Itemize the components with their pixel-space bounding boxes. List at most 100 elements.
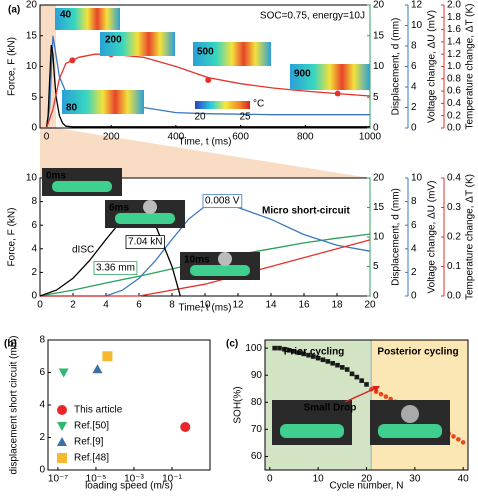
y-axis-label: Displacement, d (mm) [391,18,402,116]
marker [306,352,311,358]
annotation: 10ms [184,255,210,266]
y-tick-label-right: 0 [411,291,417,302]
y-tick-label-right: 0.4 [447,98,461,109]
legend-label: This article [74,405,123,416]
y-axis-label: Voltage change, ΔU (mV) [427,181,438,294]
x-tick-label: 4 [103,300,109,311]
y-tick-label-right: 0.0 [447,291,461,302]
photo [370,400,450,445]
annotation-box [202,194,243,209]
y-tick-label-right: 2 [411,102,417,113]
y-axis-label: Displacement, d (mm) [391,188,402,286]
y-tick-label-right: 1.4 [447,37,461,48]
y-tick-label-right: 20 [373,173,385,184]
annotation: 900 [294,69,311,80]
y-tick-label: 15 [26,30,38,41]
x-tick-label: 0 [44,132,50,143]
annotation: dISC [72,245,94,256]
zoom-wedge [40,128,370,178]
annotation: 25 [239,112,251,123]
y-tick-label: 2 [39,432,45,443]
marker [320,357,326,363]
annotation: Posterior cycling [377,347,458,358]
y-tick-label-right: 15 [373,202,385,213]
legend-label: Ref.[9] [74,437,104,448]
annotation: 200 [105,35,122,46]
y-tick-label-right: 0.4 [447,173,461,184]
y-tick-label: 10 [26,61,38,72]
y-tick-label: 20 [26,0,38,11]
y-tick-label-right: 0 [411,123,417,134]
y-tick-label-right: 10 [411,20,423,31]
marker [57,453,67,463]
y-tick-label: 4 [31,243,37,254]
annotation: 0.008 V [205,196,240,207]
marker [180,421,191,432]
y-tick-label: 60 [251,451,263,462]
y-axis-label: Temperature change, ΔT (K) [465,4,476,130]
x-tick-label: 6 [136,300,142,311]
y-tick-label-right: 20 [373,0,385,11]
y-tick-label: 100 [245,343,262,354]
photo [180,252,260,280]
x-tick-label: 2 [70,300,76,311]
y-tick-label: 70 [251,424,263,435]
marker [451,434,456,439]
legend-label: Ref.[50] [74,421,109,432]
y-tick-label-right: 0.1 [447,261,461,272]
x-tick-label: 12 [232,300,244,311]
marker [57,405,67,415]
x-tick-label: 200 [103,132,120,143]
marker [460,440,466,445]
x-axis-label: loading speed (m/s) [85,481,173,492]
y-tick-label: 8 [31,196,37,207]
y-tick-label: 0 [39,465,45,476]
annotation: 40 [60,10,72,21]
thermal-image [62,90,144,114]
annotation: 20 [194,112,206,123]
annotation: SOC=0.75, energy=10J [260,11,365,22]
photo [272,400,352,445]
panel-label: (c) [226,339,238,350]
y-tick-label-right: 4 [411,82,417,93]
marker [58,368,69,378]
y-axis-label: Force, F (kN) [7,208,18,267]
x-tick-label: 10 [313,474,325,485]
annotation: 0ms [46,171,66,182]
marker [92,364,103,374]
y-tick-label-right: 0 [373,291,379,302]
y-tick-label-right: 0.2 [447,232,461,243]
x-tick-label: 1000 [359,132,382,143]
marker [456,437,461,442]
y-tick-label-right: 4 [411,243,417,254]
x-tick-label: 10⁻³ [124,474,144,485]
insets [42,8,450,445]
y-tick-label-right: 0.0 [447,123,461,134]
thermal-image [290,64,370,90]
y-axis-label: Temperature change, ΔT (K) [465,174,476,300]
x-tick-label: 0 [37,300,43,311]
annotation-box [125,235,165,250]
annotation: 3.36 mm [96,263,135,274]
annotation: Micro short-circuit [262,206,350,217]
y-tick-label-right: 2.0 [447,0,461,11]
x-tick-label: 10⁻¹ [162,474,182,485]
annotation: Small Drop [304,403,357,414]
panel-label: (b) [4,339,17,350]
impact-window [40,5,56,128]
x-tick-label: 20 [361,474,373,485]
annotation: Prior cycling [284,347,345,358]
y-tick-label-right: 8 [411,196,417,207]
annotation: 6ms [109,203,129,214]
marker [296,350,302,356]
y-tick-label: 8 [39,335,45,346]
y-tick-label-right: 6 [411,220,417,231]
annotation: 500 [197,47,214,58]
y-tick-label: 10 [26,173,38,184]
marker [354,374,360,380]
line-series [45,44,370,129]
x-tick-label: 16 [298,300,310,311]
marker [272,345,277,351]
y-tick-label: 90 [251,370,263,381]
marker [282,346,287,352]
